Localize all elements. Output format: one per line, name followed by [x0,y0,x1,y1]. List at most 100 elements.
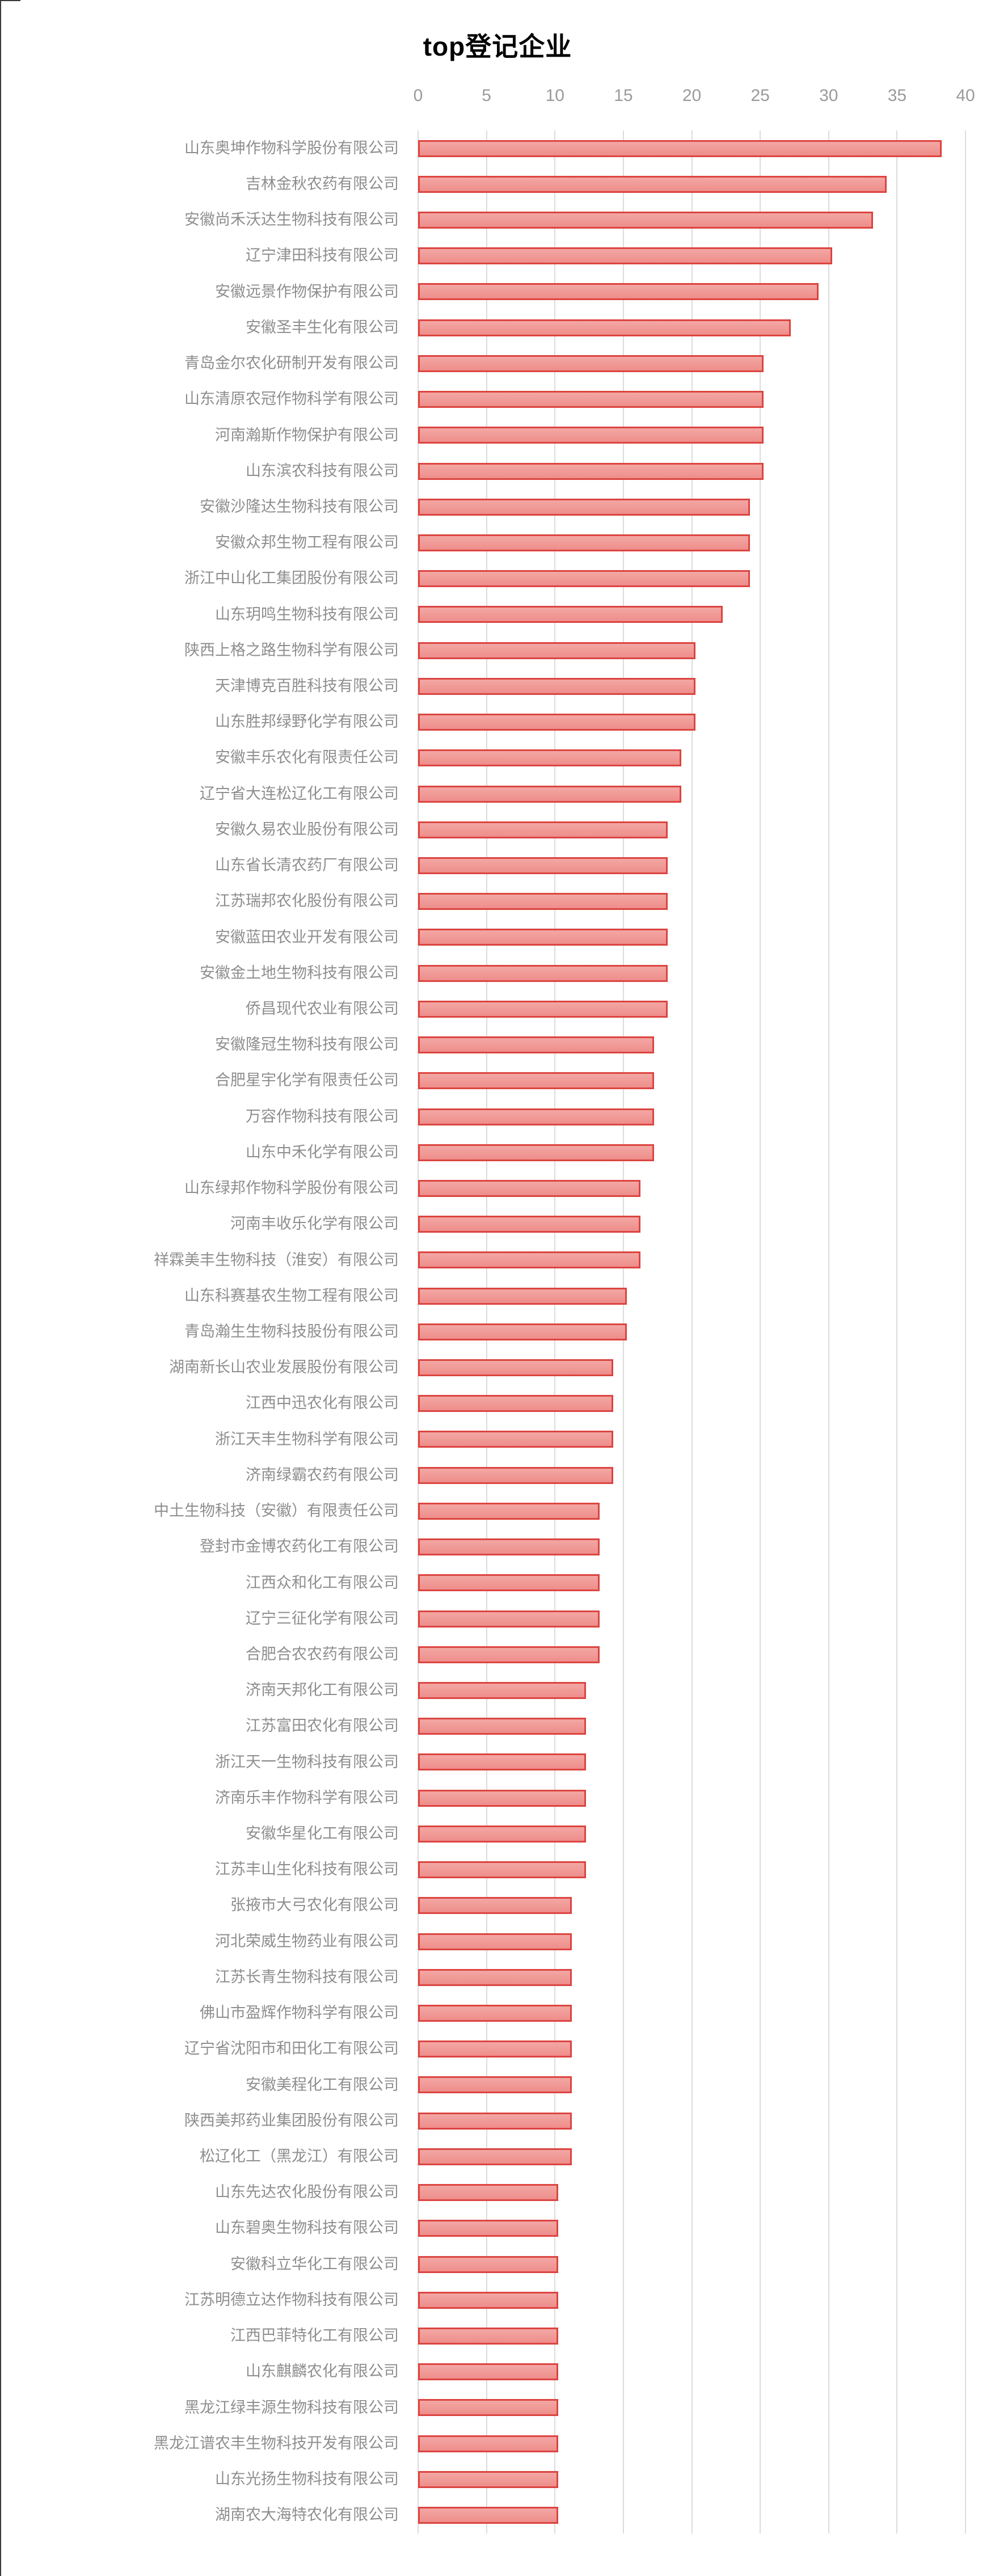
bar [418,714,695,731]
bar-track [418,1278,966,1314]
x-tick-label: 10 [545,86,564,105]
bar-label: 安徽尚禾沃达生物科技有限公司 [184,211,399,229]
bar [418,749,682,767]
bar-track [418,1135,966,1170]
bar-label: 江西中迅农化有限公司 [246,1394,399,1412]
bar-track [418,130,966,166]
table-row: 江苏丰山生化科技有限公司 [0,1852,966,1888]
bar-label: 山东绿邦作物科学股份有限公司 [184,1179,399,1197]
bar-label: 济南天邦化工有限公司 [246,1681,399,1699]
bar-label: 辽宁津田科技有限公司 [246,247,399,264]
bar-track [418,2497,966,2533]
bar-label: 河北荣威生物药业有限公司 [215,1932,399,1950]
table-row: 山东滨农科技有限公司 [0,453,966,489]
bar [418,1789,586,1807]
bar-track [418,1314,966,1350]
table-row: 安徽蓝田农业开发有限公司 [0,920,966,955]
bar-label: 合肥星宇化学有限责任公司 [215,1072,399,1089]
bar-track [418,1457,966,1493]
bar [418,1753,586,1771]
x-tick-label: 40 [956,86,975,105]
bar-label: 山东光扬生物科技有限公司 [215,2470,399,2488]
bar-track [418,202,966,238]
bar [418,1610,600,1628]
bar-track [418,1386,966,1422]
table-row: 安徽久易农业股份有限公司 [0,812,966,848]
bar-track [418,1744,966,1780]
bar-label: 合肥合农农药有限公司 [246,1645,399,1663]
bar-track [418,1995,966,2031]
table-row: 万容作物科技有限公司 [0,1099,966,1135]
table-row: 登封市金博农药化工有限公司 [0,1529,966,1565]
table-row: 陕西上格之路生物科学有限公司 [0,633,966,668]
table-row: 安徽远景作物保护有限公司 [0,274,966,310]
bar [418,1431,613,1448]
table-row: 江西巴菲特化工有限公司 [0,2318,966,2354]
bar-track [418,489,966,525]
table-row: 陕西美邦药业集团股份有限公司 [0,2103,966,2139]
bar [418,1251,640,1269]
table-row: 吉林金秋农药有限公司 [0,166,966,202]
bar [418,2148,572,2165]
table-row: 合肥星宇化学有限责任公司 [0,1063,966,1099]
bar [418,534,750,552]
table-row: 济南乐丰作物科学有限公司 [0,1780,966,1816]
bar-track [418,345,966,381]
bar-track [418,1350,966,1385]
table-row: 黑龙江绿丰源生物科技有限公司 [0,2390,966,2426]
bar-label: 万容作物科技有限公司 [246,1107,399,1125]
bar-label: 山东中禾化学有限公司 [246,1143,399,1161]
bar [418,1574,600,1592]
bar-track [418,2067,966,2103]
bar-rows: 山东奥坤作物科学股份有限公司 吉林金秋农药有限公司 安徽尚禾沃达生物科技有限公司… [0,130,966,2533]
bar [418,2435,559,2452]
bar-label: 天津博克百胜科技有限公司 [215,677,399,695]
bar-label: 安徽华星化工有限公司 [246,1825,399,1843]
bar [418,1216,640,1233]
bar [418,929,668,946]
table-row: 江苏明德立达作物科技有限公司 [0,2282,966,2318]
bar-label: 青岛瀚生生物科技股份有限公司 [184,1322,399,1340]
bar [418,2291,559,2309]
table-row: 中土生物科技（安徽）有限责任公司 [0,1493,966,1529]
bar-label: 吉林金秋农药有限公司 [246,175,399,192]
table-row: 浙江中山化工集团股份有限公司 [0,561,966,597]
bar-label: 湖南农大海特农化有限公司 [215,2506,399,2524]
bar [418,1144,655,1161]
gridline [965,130,966,2533]
bar-label: 浙江中山化工集团股份有限公司 [184,570,399,587]
table-row: 青岛瀚生生物科技股份有限公司 [0,1314,966,1350]
bar-label: 江西巴菲特化工有限公司 [230,2327,399,2345]
bar [418,606,723,623]
table-row: 侨昌现代农业有限公司 [0,991,966,1027]
table-row: 安徽沙隆达生物科技有限公司 [0,489,966,525]
bar-label: 山东先达农化股份有限公司 [215,2183,399,2201]
table-row: 安徽华星化工有限公司 [0,1816,966,1852]
bar-label: 江苏明德立达作物科技有限公司 [184,2291,399,2308]
bar [418,2363,559,2381]
bar [418,1036,655,1054]
table-row: 辽宁津田科技有限公司 [0,238,966,274]
bar-label: 江苏长青生物科技有限公司 [215,1968,399,1985]
bar-track [418,418,966,453]
bar-track [418,812,966,848]
gridline [828,130,829,2533]
bar [418,1538,600,1556]
bar [418,642,695,659]
bar-label: 山东碧奥生物科技有限公司 [215,2219,399,2237]
bar-label: 山东清原农冠作物科学有限公司 [184,390,399,408]
bar [418,462,764,480]
bar [418,1933,572,1950]
table-row: 安徽隆冠生物科技有限公司 [0,1027,966,1063]
table-row: 辽宁省沈阳市和田化工有限公司 [0,2031,966,2067]
table-row: 黑龙江谱农丰生物科技开发有限公司 [0,2426,966,2461]
bar-track [418,2246,966,2282]
bar [418,1718,586,1735]
bar [418,2112,572,2130]
table-row: 山东科赛基农生物工程有限公司 [0,1278,966,1314]
bar-track [418,2318,966,2354]
bar-track [418,2390,966,2426]
bar-track [418,2139,966,2174]
table-row: 江西众和化工有限公司 [0,1565,966,1601]
gridline [760,130,761,2533]
